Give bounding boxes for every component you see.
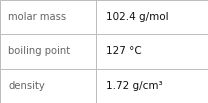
Text: 102.4 g/mol: 102.4 g/mol (106, 12, 169, 22)
Text: molar mass: molar mass (8, 12, 66, 22)
Text: 127 °C: 127 °C (106, 46, 142, 57)
Text: density: density (8, 81, 45, 91)
Text: boiling point: boiling point (8, 46, 71, 57)
Text: 1.72 g/cm³: 1.72 g/cm³ (106, 81, 163, 91)
